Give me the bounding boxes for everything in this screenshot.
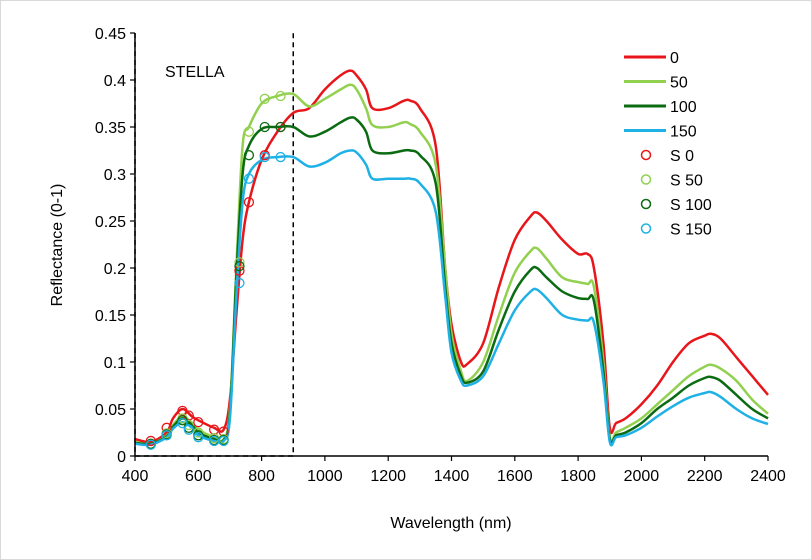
- data-point-s-0: [193, 417, 204, 428]
- data-point-s-150: [161, 430, 172, 441]
- data-point-s-100: [259, 121, 270, 133]
- legend-label: 100: [670, 99, 697, 116]
- y-tick-label: 0.05: [95, 402, 126, 419]
- x-tick-label: 1800: [560, 468, 596, 485]
- legend: 0 50 100 150 S 0 S 50 S 100 S 150: [624, 50, 712, 239]
- data-point-s-100: [234, 260, 245, 272]
- data-point-s-0: [243, 197, 255, 208]
- data-point-s-100: [177, 415, 188, 426]
- x-axis-label: Wavelength (nm): [390, 515, 511, 532]
- data-point-s-150: [259, 151, 270, 163]
- x-tick-label: 2000: [624, 468, 660, 485]
- data-point-s-150: [177, 417, 188, 429]
- x-tick-label: 1000: [307, 468, 343, 485]
- x-tick-label: 2400: [750, 468, 786, 485]
- legend-marker-s-150: [640, 223, 652, 234]
- data-point-s-50: [193, 427, 204, 438]
- y-tick-label: 0.3: [104, 167, 126, 184]
- legend-marker-s-100: [640, 198, 652, 210]
- y-axis-label: Reflectance (0-1): [49, 184, 66, 307]
- legend-label: 50: [670, 75, 688, 92]
- x-tick-label: 1200: [370, 468, 406, 485]
- legend-label: 0: [670, 50, 679, 67]
- y-tick-label: 0.2: [104, 261, 126, 278]
- stella-dashed-box: [134, 33, 294, 457]
- y-tick-label: 0.25: [95, 214, 126, 231]
- series-line-150: [134, 149, 769, 447]
- y-tick-label: 0.45: [95, 26, 126, 43]
- x-tick-label: 400: [122, 468, 149, 485]
- stella-label: STELLA: [165, 64, 225, 81]
- data-point-s-50: [275, 90, 286, 102]
- data-point-s-0: [145, 435, 156, 447]
- y-tick-label: 0.1: [104, 355, 126, 372]
- legend-marker-s-0: [640, 149, 652, 161]
- y-tick-label: 0.35: [95, 120, 126, 137]
- data-point-s-150: [234, 277, 245, 289]
- legend-label: S 50: [670, 173, 703, 190]
- legend-label: S 150: [670, 222, 712, 239]
- series-line-100: [134, 116, 769, 446]
- legend-label: 150: [670, 124, 697, 141]
- data-point-s-100: [275, 121, 286, 133]
- x-tick-label: 2200: [687, 468, 723, 485]
- data-point-s-50: [259, 93, 270, 104]
- data-point-s-50: [234, 257, 245, 268]
- legend-label: S 0: [670, 148, 694, 165]
- stella-annotation: STELLA: [134, 33, 294, 457]
- y-tick-label: 0.15: [95, 308, 126, 325]
- y-tick-label: 0: [117, 449, 126, 466]
- data-point-s-150: [183, 424, 194, 435]
- x-tick-label: 1600: [497, 468, 533, 485]
- legend-marker-s-50: [640, 174, 652, 185]
- data-point-s-150: [193, 432, 204, 443]
- x-tick-label: 1400: [434, 468, 470, 485]
- data-point-s-0: [161, 422, 172, 433]
- legend-label: S 100: [670, 197, 712, 214]
- data-point-s-150: [243, 173, 255, 184]
- y-tick-label: 0.4: [104, 73, 126, 90]
- data-point-s-150: [145, 439, 156, 450]
- x-tick-label: 800: [248, 468, 275, 485]
- data-point-s-100: [243, 150, 255, 161]
- data-point-s-150: [218, 435, 229, 447]
- data-point-s-50: [243, 126, 255, 137]
- x-tick-label: 600: [185, 468, 212, 485]
- data-point-s-150: [275, 151, 286, 163]
